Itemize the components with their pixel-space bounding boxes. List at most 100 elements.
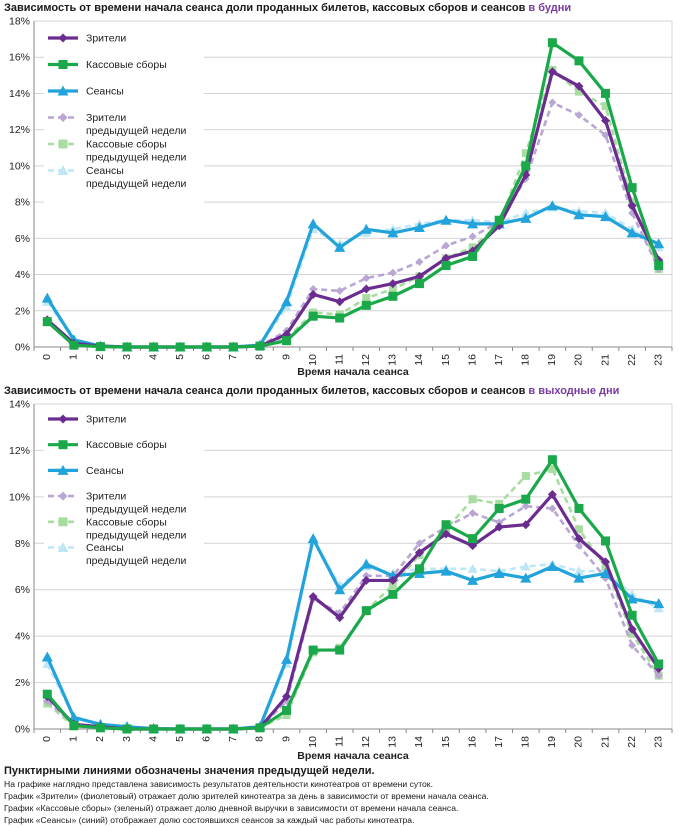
x-tick-label: 18: [520, 354, 532, 366]
y-tick-label: 18%: [9, 16, 30, 28]
data-point: [335, 613, 345, 623]
data-point: [574, 56, 584, 66]
data-point: [42, 317, 52, 327]
data-point: [601, 562, 610, 571]
data-point: [548, 504, 557, 513]
data-point: [494, 503, 504, 513]
data-point: [414, 271, 424, 281]
data-point: [653, 598, 665, 609]
legend-swatch-marker: [57, 85, 69, 96]
legend-label: Сеансы: [86, 165, 124, 177]
chart-title-weekdays-highlight: в будни: [528, 2, 572, 14]
data-point: [521, 149, 530, 158]
data-point: [548, 98, 557, 107]
data-point: [335, 645, 345, 655]
data-point: [573, 566, 584, 576]
x-tick-label: 16: [466, 736, 478, 748]
legend-label: Зрители: [86, 491, 126, 503]
data-point: [494, 215, 504, 225]
data-point: [468, 534, 478, 544]
data-point: [547, 490, 557, 500]
data-point: [95, 342, 105, 352]
data-point: [308, 311, 318, 321]
data-point: [468, 541, 478, 551]
legend-label: Сеансы: [86, 465, 124, 477]
data-point: [628, 641, 637, 650]
data-point: [547, 67, 557, 77]
x-tick-label: 7: [227, 736, 239, 742]
series-line: [46, 206, 660, 349]
data-point: [281, 296, 293, 307]
data-point: [335, 608, 344, 617]
data-point: [69, 721, 79, 731]
x-tick-label: 16: [466, 354, 478, 366]
data-point: [360, 223, 372, 234]
data-point: [654, 664, 664, 674]
x-tick-label: 0: [41, 354, 53, 360]
data-point: [388, 589, 398, 599]
data-point: [202, 342, 212, 352]
data-point: [520, 572, 532, 583]
data-point: [95, 723, 105, 733]
data-point: [281, 302, 292, 312]
legend-swatch: [48, 440, 78, 450]
data-point: [442, 241, 451, 250]
series-line: [45, 204, 660, 349]
legend-swatch: [48, 139, 78, 149]
data-point: [335, 313, 345, 323]
data-point: [654, 671, 663, 680]
data-point: [440, 214, 452, 225]
data-point: [388, 575, 398, 585]
legend-label: Зрители: [86, 414, 126, 426]
data-point: [601, 536, 611, 546]
data-point: [467, 563, 478, 573]
data-point: [415, 539, 424, 548]
x-tick-label: 11: [333, 736, 345, 747]
data-point: [361, 575, 371, 585]
data-point: [334, 241, 346, 252]
data-point: [626, 227, 638, 238]
data-point: [361, 300, 371, 310]
data-point: [521, 471, 530, 480]
data-point: [360, 558, 372, 569]
data-point: [441, 529, 451, 539]
legend-swatch-marker: [57, 165, 69, 175]
data-point: [494, 522, 504, 532]
data-point: [627, 183, 637, 193]
data-point: [149, 724, 159, 734]
legend-swatch: [48, 414, 78, 424]
y-tick-label: 12%: [9, 124, 30, 136]
legend-swatch-marker: [58, 113, 68, 122]
data-point: [149, 342, 159, 352]
x-tick-label: 12: [360, 736, 372, 748]
weekday-line-chart: 0%2%4%6%8%10%12%14%16%18%0 1 2 3 4 5 6 7 8 9 10 11 1…: [9, 16, 673, 378]
data-point: [600, 211, 612, 222]
data-point: [627, 610, 637, 620]
x-tick-label: 8: [254, 736, 266, 742]
chart-title-weekdays: Зависимость от времени начала сеанса дол…: [4, 2, 571, 14]
data-point: [388, 581, 397, 590]
x-tick-label: 15: [440, 736, 452, 748]
legend-label: Зрители: [86, 112, 126, 124]
x-tick-label: 5: [174, 736, 186, 742]
data-point: [520, 561, 531, 571]
legend-swatch: [48, 491, 78, 501]
data-point: [282, 711, 291, 720]
legend-swatch-marker: [58, 440, 68, 450]
data-point: [574, 534, 584, 544]
data-point: [307, 533, 319, 544]
dashed-lines-note: Пунктирными линиями обозначены значения …: [4, 765, 375, 777]
legend-label: Кассовые сборы: [86, 439, 167, 451]
data-point: [574, 81, 584, 91]
data-point: [547, 455, 557, 465]
legend-label: Сеансы: [86, 542, 124, 554]
note-line-1: На графике наглядно представлена зависим…: [4, 779, 433, 789]
x-tick-label: 5: [174, 354, 186, 360]
y-tick-label: 2%: [15, 305, 30, 317]
y-tick-label: 14%: [9, 399, 30, 411]
data-point: [175, 724, 185, 734]
data-point: [574, 525, 583, 534]
data-point: [574, 503, 584, 513]
legend-label-line2: предыдущей недели: [86, 178, 186, 190]
